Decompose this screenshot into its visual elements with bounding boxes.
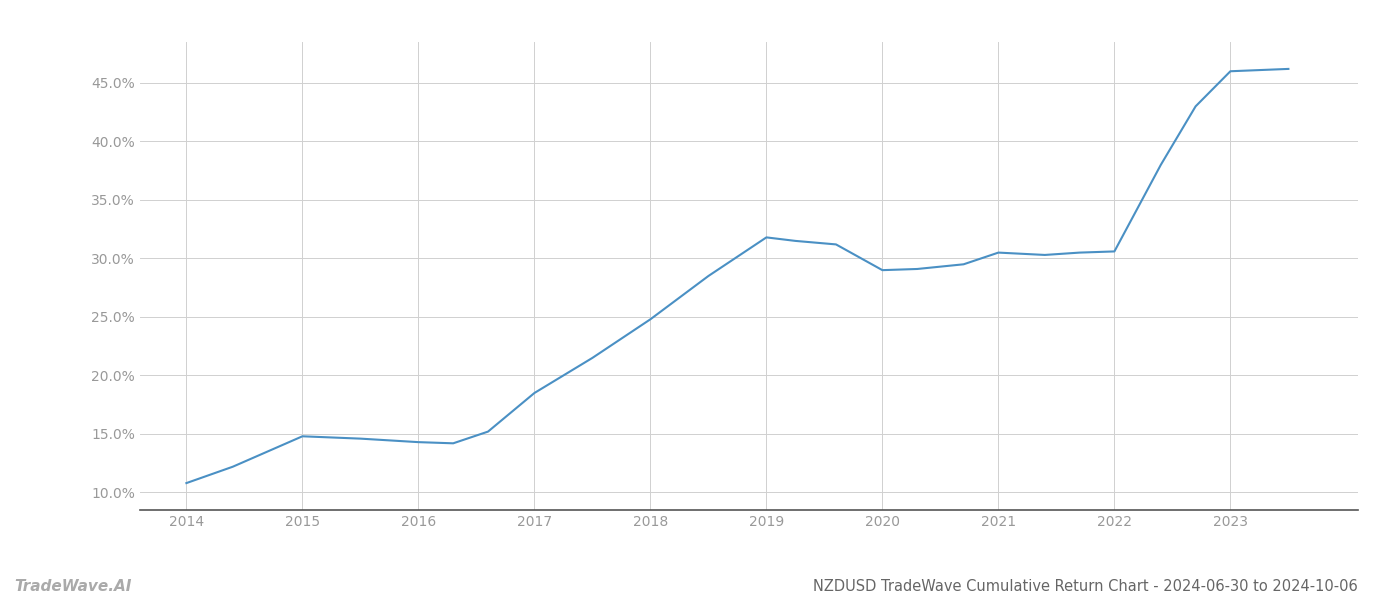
Text: TradeWave.AI: TradeWave.AI (14, 579, 132, 594)
Text: NZDUSD TradeWave Cumulative Return Chart - 2024-06-30 to 2024-10-06: NZDUSD TradeWave Cumulative Return Chart… (813, 579, 1358, 594)
